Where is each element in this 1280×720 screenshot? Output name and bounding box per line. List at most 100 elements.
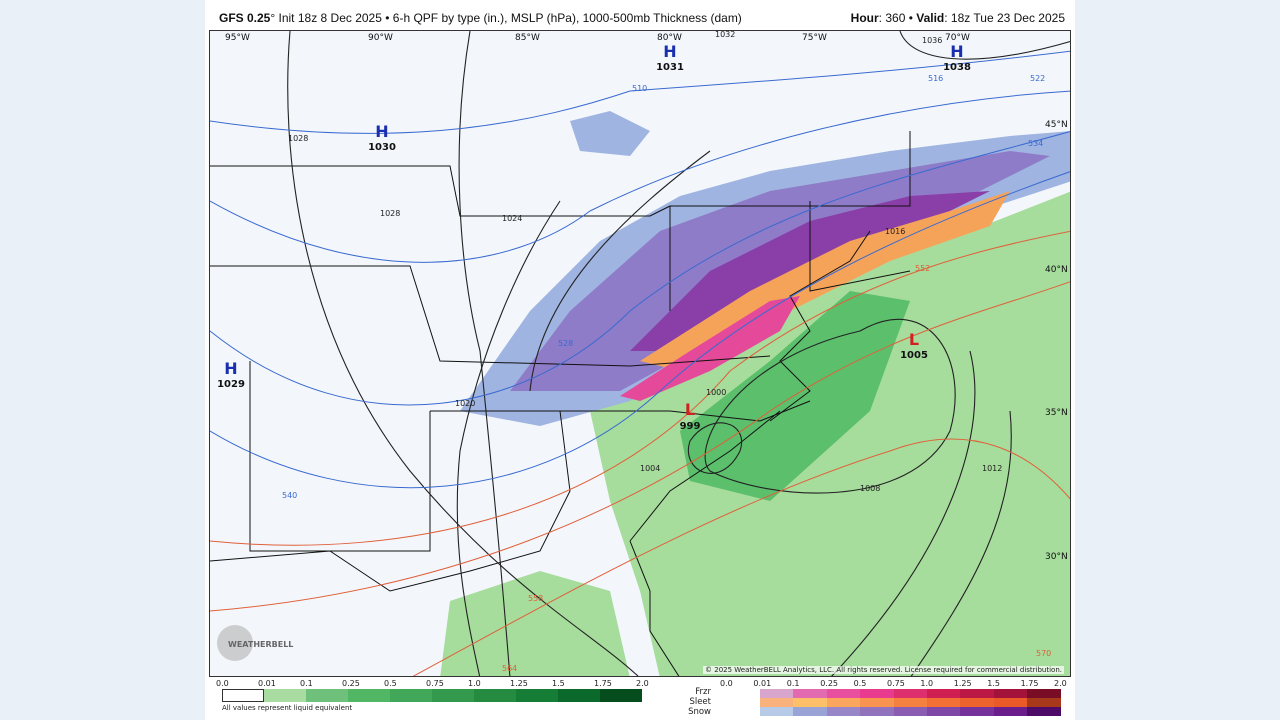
frzr-swatch [826,689,861,698]
isobars [287,31,1070,676]
frzr-swatch [993,689,1028,698]
scale-tick: 0.0 [216,679,229,688]
thickness-label: 552 [915,264,930,273]
weatherbell-logo: WEATHERBELL [217,625,293,661]
frzr-swatch [893,689,928,698]
scale-tick: 0.01 [258,679,276,688]
snow-swatch [893,707,928,716]
legend-note: All values represent liquid equivalent [222,704,353,712]
snow-light-lakes [570,111,650,156]
low-pressure-symbol: L [685,400,695,419]
high-pressure-symbol: H [224,359,237,378]
lon-label: 80°W [657,33,682,43]
isobar-label: 1032 [715,31,735,39]
rain-swatch [264,689,306,702]
degree-mark: ° [270,11,276,25]
pressure-value: 1005 [900,350,928,361]
lat-label: 45°N [1045,120,1068,130]
snow-swatch [960,707,995,716]
scale-tick: 0.25 [342,679,360,688]
sleet-swatch [960,698,995,707]
scale-tick: 1.25 [953,679,972,688]
thickness-label: 510 [632,84,647,93]
map-svg: 95°W 90°W 85°W 80°W 75°W 70°W 45°N 40°N … [210,31,1070,676]
thickness-label: 516 [928,74,943,83]
map-panel: GFS 0.25° Init 18z 8 Dec 2025 • 6-h QPF … [205,0,1075,720]
thickness-label: 564 [502,664,517,673]
isobar-label: 1020 [455,399,475,408]
scale-tick: 0.0 [720,679,733,688]
lon-label: 85°W [515,33,540,43]
scale-tick: 0.25 [820,679,838,688]
sleet-swatch [893,698,928,707]
copyright: © 2025 WeatherBELL Analytics, LLC. All r… [703,666,1064,674]
scale-tick: 0.01 [753,679,772,688]
chart-title: GFS 0.25° Init 18z 8 Dec 2025 • 6-h QPF … [219,11,742,25]
snow-swatch [1027,707,1062,716]
scale-tick: 2.0 [1054,679,1067,688]
pressure-value: 1031 [656,62,684,73]
hour-label: Hour [850,11,879,25]
scale-tick: 1.75 [594,679,612,688]
snow-swatch [993,707,1028,716]
rain-swatch [306,689,348,702]
sleet-swatch [760,698,794,707]
snow-swatch [793,707,828,716]
rain-swatch [516,689,558,702]
low-pressure-symbol: L [909,330,919,349]
thickness-label: 522 [1030,74,1045,83]
hour-value: : 360 • [878,11,917,25]
frzr-swatch [860,689,895,698]
scale-tick: 1.75 [1020,679,1039,688]
isobar-label: 1028 [380,209,400,218]
isobar-label: 1016 [885,227,905,236]
sleet-swatch [793,698,828,707]
scale-tick: 1.25 [510,679,528,688]
snow-swatch [860,707,895,716]
scale-tick: 1.0 [468,679,481,688]
forecast-map: 95°W 90°W 85°W 80°W 75°W 70°W 45°N 40°N … [209,30,1071,677]
logo-text: WEATHERBELL [228,640,293,649]
frzr-swatch [760,689,794,698]
sleet-swatch [1027,698,1062,707]
pressure-value: 1030 [368,142,396,153]
frzr-swatch [793,689,828,698]
isobar-label: 1012 [982,464,1002,473]
rain-area-gulf [440,571,630,676]
scale-tick: 0.1 [300,679,313,688]
thickness-label: 558 [528,594,543,603]
thickness-label: 540 [282,491,297,500]
high-pressure-symbol: H [950,42,963,61]
snow-swatch [826,707,861,716]
valid-value: : 18z Tue 23 Dec 2025 [944,11,1065,25]
sleet-swatch [860,698,895,707]
rain-swatch [558,689,600,702]
lon-label: 90°W [368,33,393,43]
scale-tick: 0.5 [853,679,867,688]
valid-time: Hour: 360 • Valid: 18z Tue 23 Dec 2025 [851,11,1065,25]
frzr-label: Frzr [695,687,711,697]
isobar-label: 1008 [860,484,880,493]
frzr-swatch [927,689,961,698]
isobar-label: 1036 [922,36,942,45]
thickness-lines [210,50,1070,676]
scale-tick: 1.0 [920,679,934,688]
rain-swatch [390,689,432,702]
sleet-label: Sleet [689,697,711,707]
rain-swatch [222,689,264,702]
thickness-label: 534 [1028,139,1043,148]
isobar-label: 1000 [706,388,726,397]
lon-label: 75°W [802,33,827,43]
high-pressure-symbol: H [663,42,676,61]
lat-label: 40°N [1045,265,1068,275]
rain-swatch [600,689,642,702]
frzr-swatch [960,689,995,698]
pressure-value: 1029 [217,379,245,390]
thickness-label: 570 [1036,649,1051,658]
pressure-value: 999 [680,421,701,432]
scale-tick: 1.5 [552,679,565,688]
lon-label: 70°W [945,33,970,43]
rain-heavy [680,291,910,501]
scale-tick: 0.5 [384,679,397,688]
high-pressure-symbol: H [375,122,388,141]
